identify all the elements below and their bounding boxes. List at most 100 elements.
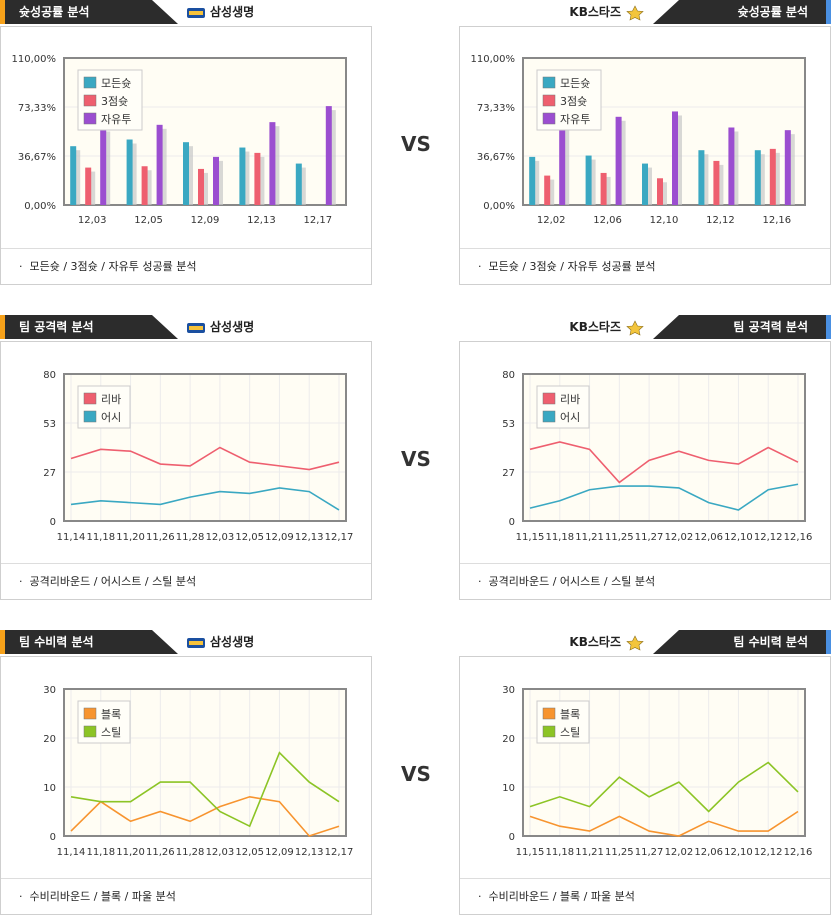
right-team-label: KB스타즈 <box>569 0 649 24</box>
series-line <box>529 761 799 813</box>
x-tick-label: 12,16 <box>784 532 813 543</box>
x-tick-label: 11,25 <box>605 532 634 543</box>
bar <box>85 167 92 205</box>
bar-shadow <box>563 128 570 205</box>
x-tick-label: 11,28 <box>176 847 205 858</box>
bar-shadow <box>533 160 540 205</box>
y-tick-label: 27 <box>502 468 515 479</box>
bar <box>325 106 332 205</box>
legend-label: 3점슛 <box>560 95 587 108</box>
bar-shadow <box>758 154 765 205</box>
bar <box>657 178 663 205</box>
bar-shadow <box>130 143 137 205</box>
legend-swatch <box>542 392 556 405</box>
bar-shadow <box>329 110 336 205</box>
legend-label: 3점슛 <box>101 95 128 108</box>
bar <box>269 122 276 205</box>
legend-label: 리바 <box>560 393 580 406</box>
plot-frame <box>63 373 347 522</box>
bar <box>141 166 148 205</box>
kb-stars-logo-icon <box>626 319 644 336</box>
x-tick-label: 12,03 <box>206 532 235 543</box>
legend-swatch <box>83 76 97 89</box>
legend-label: 리바 <box>101 393 121 406</box>
y-tick-label: 73,33% <box>18 103 56 114</box>
bar-shadow <box>788 134 795 205</box>
x-tick-label: 12,13 <box>295 847 324 858</box>
bar <box>254 152 261 205</box>
bar-shadow <box>202 172 208 205</box>
bar-shadow <box>217 160 223 205</box>
bar <box>600 172 607 205</box>
right-team-label: KB스타즈 <box>569 630 649 654</box>
panel-footer: · 모든슛 / 3점슛 / 자유투 성공률 분석 <box>1 248 371 284</box>
kb-stars-logo-icon <box>626 4 644 21</box>
y-tick-label: 53 <box>43 419 56 430</box>
x-tick-label: 11,28 <box>176 532 205 543</box>
series-line <box>529 483 799 511</box>
legend-swatch <box>83 112 97 125</box>
legend-swatch <box>83 94 97 107</box>
legend-label: 블록 <box>560 708 580 721</box>
y-tick-label: 0 <box>50 832 56 843</box>
x-tick-label: 12,05 <box>134 215 163 226</box>
x-tick-label: 12,03 <box>78 215 107 226</box>
bar-shadow <box>661 182 667 205</box>
x-tick-label: 11,14 <box>57 847 86 858</box>
x-tick-label: 12,02 <box>665 847 694 858</box>
x-tick-label: 12,09 <box>191 215 220 226</box>
x-tick-label: 12,17 <box>303 215 332 226</box>
bar-shadow <box>646 167 652 205</box>
bar <box>713 160 720 205</box>
section-title-left: 팀 수비력 분석 <box>0 630 178 654</box>
y-tick-label: 10 <box>502 783 515 794</box>
x-tick-label: 12,06 <box>694 532 723 543</box>
bar <box>728 127 735 205</box>
legend-swatch <box>542 410 556 423</box>
legend-swatch <box>83 410 97 423</box>
bar <box>585 155 592 205</box>
series-line <box>70 751 340 828</box>
bar <box>100 127 107 205</box>
series-line <box>529 810 799 837</box>
x-tick-label: 12,09 <box>265 532 294 543</box>
x-tick-label: 12,12 <box>754 532 783 543</box>
x-tick-label: 12,06 <box>694 847 723 858</box>
bar-shadow <box>717 164 724 205</box>
left-chart-panel: 0,00% 36,67% 73,33% 110,00% 12,03 12,05 12,09 1… <box>0 26 372 285</box>
bar <box>198 168 204 205</box>
plot-frame <box>522 688 806 837</box>
x-tick-label: 11,18 <box>86 847 115 858</box>
x-tick-label: 12,06 <box>593 215 622 226</box>
bar-shadow <box>258 156 265 205</box>
bar-shadow <box>619 120 626 205</box>
section-header: 팀 공격력 분석 삼성생명 KB스타즈 팀 공격력 분석 <box>0 315 831 339</box>
x-tick-label: 12,05 <box>235 532 264 543</box>
series-line <box>529 441 799 484</box>
bar-shadow <box>273 126 280 205</box>
x-tick-label: 11,18 <box>86 532 115 543</box>
x-tick-label: 11,18 <box>545 847 574 858</box>
y-tick-label: 110,00% <box>471 54 516 65</box>
x-tick-label: 12,17 <box>325 532 354 543</box>
legend-swatch <box>83 725 97 738</box>
bar <box>529 156 536 205</box>
legend-label: 자유투 <box>560 113 590 126</box>
x-tick-label: 11,20 <box>116 847 145 858</box>
bar-shadow <box>604 176 611 205</box>
section-title-left: 팀 공격력 분석 <box>0 315 178 339</box>
x-tick-label: 12,16 <box>784 847 813 858</box>
legend-label: 어시 <box>101 411 121 424</box>
bar <box>213 156 219 205</box>
series-line <box>70 446 340 471</box>
x-tick-label: 11,21 <box>575 847 604 858</box>
left-team-label: 삼성생명 <box>182 0 254 24</box>
left-chart-panel: 0 27 53 80 11,14 11,18 11,20 11,26 11,28 12,03 12,… <box>0 341 372 600</box>
y-tick-label: 36,67% <box>477 152 515 163</box>
y-tick-label: 10 <box>43 783 56 794</box>
shooting-chart-right: 0,00% 36,67% 73,33% 110,00% 12,02 12,06 12,10 1… <box>471 54 806 226</box>
x-tick-label: 11,26 <box>146 847 175 858</box>
left-team-label: 삼성생명 <box>182 630 254 654</box>
